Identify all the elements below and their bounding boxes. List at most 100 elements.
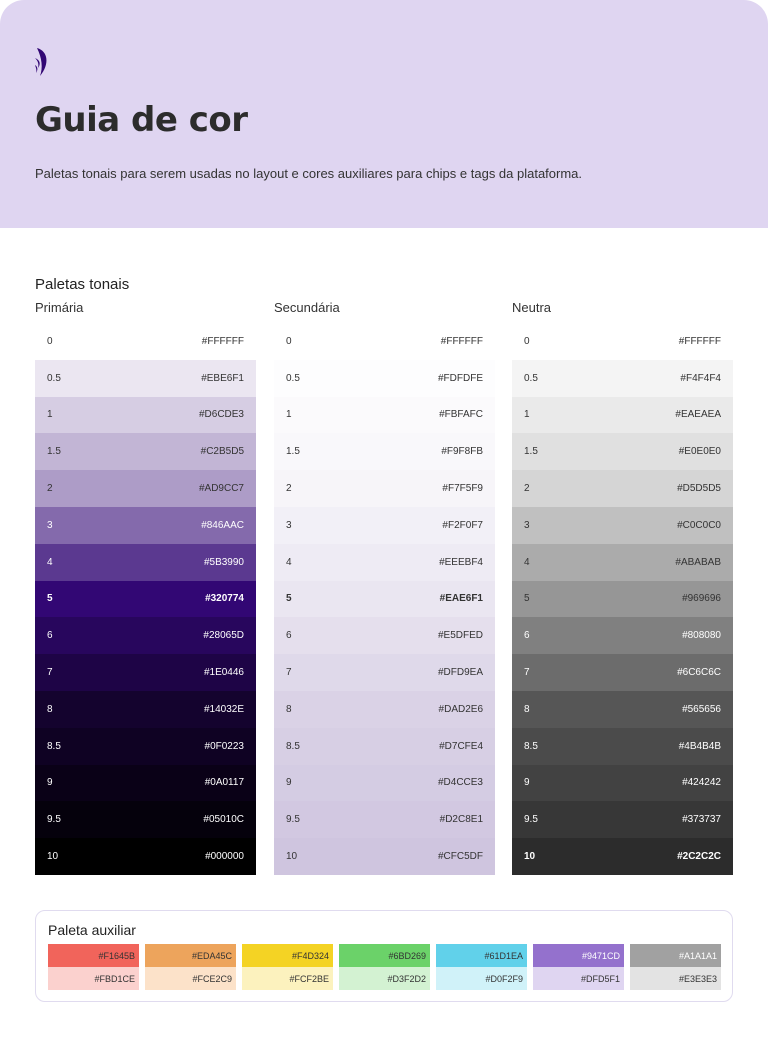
swatch-level: 7 xyxy=(47,667,53,679)
swatch-level: 10 xyxy=(47,851,59,863)
swatch-hex: #5B3990 xyxy=(203,556,244,568)
swatch-row: 1 #FBFAFC xyxy=(274,396,495,434)
swatch-level: 8.5 xyxy=(286,740,300,752)
swatch-row: 1.5 #E0E0E0 xyxy=(512,433,733,471)
swatch-hex: #CFC5DF xyxy=(437,851,483,863)
swatch-hex: #D5D5D5 xyxy=(677,483,721,495)
aux-light-swatch: #E3E3E3 xyxy=(630,967,721,990)
swatch-row: 4 #EEEBF4 xyxy=(274,543,495,581)
swatch-row: 0.5 #FDFDFE xyxy=(274,359,495,397)
brand-logo-icon xyxy=(35,48,47,76)
aux-strong-swatch: #A1A1A1 xyxy=(630,944,721,967)
swatch-hex: #565656 xyxy=(682,703,721,715)
palette-title: Secundária xyxy=(274,300,340,315)
swatch-hex: #FFFFFF xyxy=(201,335,244,347)
aux-strong-swatch: #EDA45C xyxy=(145,944,236,967)
swatch-row: 1.5 #C2B5D5 xyxy=(35,433,256,471)
swatch-hex: #ABABAB xyxy=(675,556,721,568)
swatch-row: 6 #28065D xyxy=(35,617,256,655)
swatch-row: 0.5 #EBE6F1 xyxy=(35,359,256,397)
aux-chip: #EDA45C #FCE2C9 xyxy=(145,944,236,990)
palette-column-1: Secundária 0 #FFFFFF 0.5 #FDFDFE 1 #FBFAFC 1.5 #… xyxy=(274,300,495,875)
palette-title: Primária xyxy=(35,300,84,315)
aux-strong-swatch: #9471CD xyxy=(533,944,624,967)
swatch-row: 9.5 #D2C8E1 xyxy=(274,801,495,839)
swatch-hex: #FFFFFF xyxy=(440,335,483,347)
swatch-row: 9 #0A0117 xyxy=(35,764,256,802)
palette-title: Neutra xyxy=(512,300,552,315)
swatch-row: 9 #424242 xyxy=(512,764,733,802)
swatch-row: 2 #AD9CC7 xyxy=(35,470,256,507)
swatch-hex: #DAD2E6 xyxy=(438,703,483,715)
swatch-hex: #EAE6F1 xyxy=(439,593,483,605)
swatch-level: 0.5 xyxy=(524,372,538,384)
swatch-hex: #424242 xyxy=(682,777,721,789)
swatch-level: 5 xyxy=(47,593,53,605)
swatch-level: 0 xyxy=(524,335,530,347)
swatch-row: 3 #846AAC xyxy=(35,506,256,544)
swatch-level: 0 xyxy=(286,335,292,347)
swatch-level: 9.5 xyxy=(524,814,538,826)
swatch-row: 9 #D4CCE3 xyxy=(274,764,495,802)
swatch-row: 9.5 #05010C xyxy=(35,801,256,839)
palette-column-0: Primária 0 #FFFFFF 0.5 #EBE6F1 1 #D6CDE3 1.5 #C2… xyxy=(35,300,256,875)
swatch-hex: #0A0117 xyxy=(204,777,244,789)
aux-chip: #6BD269 #D3F2D2 xyxy=(339,944,430,990)
swatch-level: 9 xyxy=(286,777,292,789)
swatch-row: 8 #565656 xyxy=(512,690,733,728)
swatch-level: 0.5 xyxy=(286,372,300,384)
swatch-level: 6 xyxy=(286,630,292,642)
swatch-hex: #846AAC xyxy=(201,519,244,531)
aux-chip: #9471CD #DFD5F1 xyxy=(533,944,624,990)
swatch-hex: #C0C0C0 xyxy=(677,519,721,531)
swatch-hex: #FDFDFE xyxy=(438,372,483,384)
swatch-level: 10 xyxy=(286,851,298,863)
aux-strong-swatch: #F1645B xyxy=(48,944,139,967)
swatch-hex: #F9F8FB xyxy=(441,446,483,458)
swatch-hex: #F7F5F9 xyxy=(442,483,483,495)
swatch-level: 1 xyxy=(286,409,292,421)
swatch-level: 3 xyxy=(47,519,53,531)
swatch-level: 8.5 xyxy=(524,740,538,752)
swatch-hex: #808080 xyxy=(682,630,721,642)
swatch-row: 5 #969696 xyxy=(512,580,733,618)
swatch-hex: #1E0446 xyxy=(203,667,244,679)
swatch-row: 8.5 #D7CFE4 xyxy=(274,727,495,765)
swatch-row: 6 #808080 xyxy=(512,617,733,655)
swatch-row: 9.5 #373737 xyxy=(512,801,733,839)
swatch-row: 10 #CFC5DF xyxy=(274,838,495,875)
swatch-row: 1 #D6CDE3 xyxy=(35,396,256,434)
swatch-row: 0 #FFFFFF xyxy=(35,323,256,360)
swatch-hex: #F4F4F4 xyxy=(680,372,721,384)
swatch-level: 0 xyxy=(47,335,53,347)
swatch-row: 2 #F7F5F9 xyxy=(274,470,495,507)
swatch-level: 6 xyxy=(524,630,530,642)
swatch-row: 4 #5B3990 xyxy=(35,543,256,581)
swatch-level: 4 xyxy=(47,556,53,568)
swatch-row: 5 #320774 xyxy=(35,580,256,618)
swatch-row: 4 #ABABAB xyxy=(512,543,733,581)
swatch-row: 7 #6C6C6C xyxy=(512,654,733,691)
swatch-hex: #FBFAFC xyxy=(439,409,483,421)
swatch-row: 8.5 #0F0223 xyxy=(35,727,256,765)
swatch-level: 1.5 xyxy=(286,446,300,458)
swatch-level: 8 xyxy=(286,703,292,715)
aux-light-swatch: #D3F2D2 xyxy=(339,967,430,990)
swatch-level: 9 xyxy=(47,777,53,789)
swatch-row: 7 #DFD9EA xyxy=(274,654,495,691)
swatch-hex: #320774 xyxy=(205,593,244,605)
swatch-row: 10 #2C2C2C xyxy=(512,838,733,875)
swatch-level: 5 xyxy=(286,593,292,605)
swatch-level: 7 xyxy=(286,667,292,679)
swatch-level: 6 xyxy=(47,630,53,642)
swatch-row: 2 #D5D5D5 xyxy=(512,470,733,507)
swatch-hex: #D7CFE4 xyxy=(439,740,483,752)
swatch-hex: #0F0223 xyxy=(204,740,244,752)
swatch-row: 0 #FFFFFF xyxy=(512,323,733,360)
aux-strong-swatch: #6BD269 xyxy=(339,944,430,967)
swatch-hex: #28065D xyxy=(203,630,244,642)
swatch-level: 4 xyxy=(524,556,530,568)
palette-column-2: Neutra 0 #FFFFFF 0.5 #F4F4F4 1 #EAEAEA 1.5 #E0E0… xyxy=(512,300,733,875)
aux-chip: #A1A1A1 #E3E3E3 xyxy=(630,944,721,990)
swatch-hex: #05010C xyxy=(203,814,244,826)
